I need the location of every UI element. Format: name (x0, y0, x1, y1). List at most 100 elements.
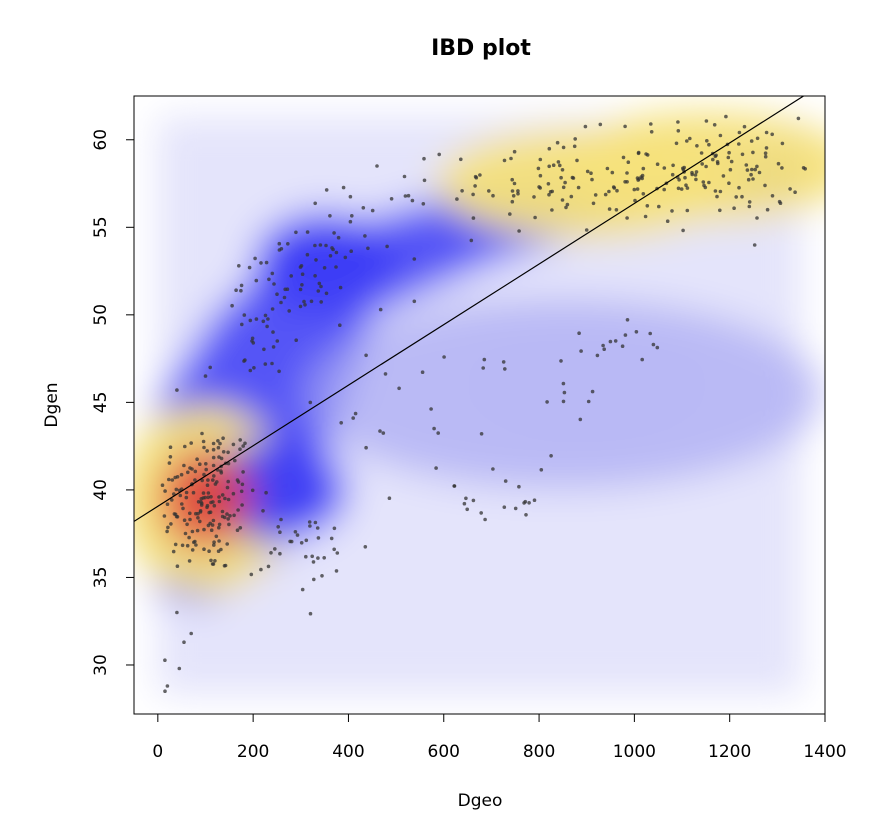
data-point (657, 204, 661, 209)
data-point (165, 684, 170, 688)
data-point (801, 166, 806, 170)
data-point (173, 475, 177, 480)
x-tick-label: 1000 (613, 742, 656, 762)
data-point (193, 539, 197, 544)
data-point (517, 484, 521, 489)
data-point (459, 157, 463, 162)
data-point (190, 529, 195, 534)
data-point (313, 520, 318, 525)
data-point (655, 345, 660, 350)
data-point (712, 123, 717, 127)
data-point (298, 287, 303, 292)
data-point (573, 137, 577, 141)
data-point (180, 543, 185, 548)
data-point (750, 167, 754, 172)
data-point (694, 170, 699, 174)
data-point (569, 194, 574, 199)
data-point (546, 182, 551, 186)
data-point (593, 193, 598, 197)
data-point (635, 187, 640, 191)
data-point (716, 161, 720, 166)
data-point (220, 493, 225, 497)
data-point (237, 264, 241, 268)
data-point (670, 172, 675, 177)
data-point (536, 166, 541, 171)
data-point (364, 445, 368, 450)
data-point (559, 175, 563, 180)
data-point (729, 159, 734, 164)
data-point (243, 358, 247, 362)
data-point (214, 534, 219, 539)
data-point (216, 445, 221, 450)
data-point (261, 509, 265, 513)
data-point (547, 164, 551, 169)
data-point (547, 192, 551, 197)
data-point (704, 119, 709, 123)
data-point (275, 292, 279, 297)
data-point (643, 214, 648, 219)
data-point (269, 551, 273, 555)
y-axis: 30 35 40 45 50 55 60 (91, 129, 135, 676)
data-point (636, 151, 641, 156)
data-point (205, 505, 209, 510)
data-point (516, 189, 520, 193)
data-point (715, 194, 719, 199)
data-point (227, 522, 231, 527)
data-point (385, 244, 389, 249)
data-point (623, 333, 628, 337)
chart-title: IBD plot (431, 36, 531, 61)
data-point (681, 166, 685, 171)
data-point (436, 431, 441, 435)
data-point (572, 144, 577, 149)
data-point (211, 500, 215, 504)
data-point (343, 255, 348, 260)
data-point (621, 155, 626, 160)
data-point (207, 549, 211, 553)
data-point (226, 450, 230, 455)
data-point (565, 202, 570, 207)
data-point (479, 511, 484, 515)
data-point (378, 429, 382, 433)
data-point (217, 499, 222, 504)
data-point (231, 442, 236, 447)
data-point (211, 447, 216, 452)
data-point (728, 167, 733, 172)
data-point (603, 192, 608, 197)
data-point (275, 339, 280, 343)
data-point (249, 572, 254, 577)
data-point (168, 455, 173, 459)
data-point (235, 528, 240, 532)
data-point (734, 195, 738, 199)
data-point (455, 197, 459, 201)
data-point (320, 574, 324, 578)
data-point (524, 513, 528, 517)
data-point (749, 139, 754, 143)
data-point (177, 666, 182, 671)
data-point (626, 160, 631, 164)
density-cluster-5 (466, 324, 707, 445)
data-point (203, 495, 207, 500)
data-point (174, 487, 179, 492)
data-point (737, 185, 741, 190)
data-point (338, 285, 343, 290)
data-point (314, 258, 318, 262)
data-point (219, 547, 223, 552)
data-point (228, 514, 232, 518)
data-point (718, 208, 722, 213)
y-tick-label: 55 (91, 216, 111, 238)
data-point (788, 187, 792, 191)
data-point (166, 525, 170, 530)
data-point (608, 339, 613, 344)
data-point (263, 362, 268, 366)
data-point (186, 470, 190, 475)
data-point (324, 243, 328, 248)
data-point (487, 189, 491, 193)
data-point (238, 447, 242, 452)
data-point (233, 458, 237, 463)
data-point (747, 204, 752, 209)
data-point (271, 345, 276, 349)
data-point (422, 178, 427, 183)
data-point (182, 518, 187, 522)
data-point (240, 322, 244, 327)
data-point (563, 180, 567, 185)
